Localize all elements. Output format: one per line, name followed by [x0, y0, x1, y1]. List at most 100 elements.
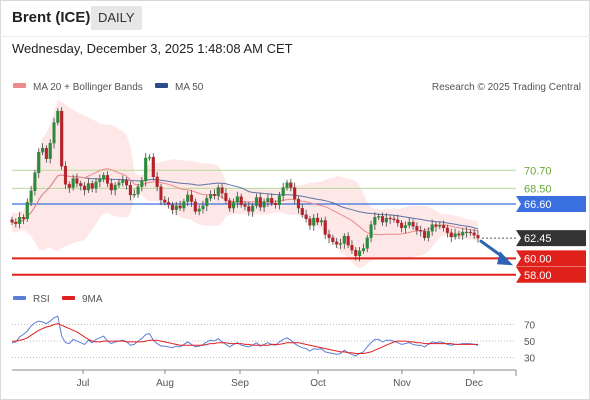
candle-body: [396, 219, 400, 224]
ma50-legend-swatch: [155, 83, 168, 88]
candle-body: [274, 203, 278, 205]
candle-body: [354, 249, 358, 257]
ma50-legend-label: MA 50: [175, 82, 204, 93]
candle-body: [90, 183, 94, 189]
ma20-legend-swatch: [13, 83, 26, 88]
level-tag-68.50: 68.50: [524, 183, 552, 195]
candle-body: [228, 200, 232, 209]
candle-body: [239, 196, 243, 205]
ma9-legend-swatch: [62, 296, 75, 300]
rsi-ma-line: [12, 323, 478, 354]
level-tag-66.60: 66.60: [524, 199, 552, 211]
candle-body: [407, 221, 411, 226]
price-level-tags: 70.70 68.50 66.60 62.45 60.00 58.00: [516, 165, 586, 283]
ma9-legend-label: 9MA: [82, 294, 103, 305]
candle-body: [461, 231, 465, 236]
candle-body: [41, 147, 45, 153]
rsi-legend: RSI 9MA: [13, 294, 103, 305]
candle-body: [25, 202, 29, 219]
candle-body: [369, 224, 373, 238]
candle-body: [285, 182, 289, 188]
candle-body: [182, 201, 186, 209]
candle-body: [350, 245, 354, 251]
x-tick-label-Sep: Sep: [231, 378, 249, 389]
candle-body: [14, 221, 18, 224]
candle-body: [308, 218, 312, 226]
candle-body: [293, 187, 297, 200]
candle-body: [86, 183, 90, 191]
header-divider: [0, 36, 590, 37]
candle-body: [56, 110, 60, 123]
candle-body: [178, 205, 182, 209]
candle-body: [266, 198, 270, 202]
candle-body: [453, 233, 457, 238]
x-tick-label-Jul: Jul: [77, 378, 90, 389]
arrow-head: [497, 251, 513, 266]
rsi-legend-label: RSI: [33, 294, 50, 305]
x-tick-label-Nov: Nov: [393, 378, 411, 389]
candle-body: [33, 172, 37, 192]
candle-body: [323, 220, 327, 235]
candle-body: [419, 230, 423, 232]
candle-body: [235, 196, 239, 203]
candle-body: [48, 142, 52, 159]
candle-body: [136, 186, 140, 195]
candle-body: [430, 224, 434, 232]
candle-body: [52, 122, 56, 144]
report-datetime: Wednesday, December 3, 2025 1:48:08 AM C…: [12, 41, 293, 56]
candle-body: [205, 198, 209, 206]
candle-body: [79, 183, 83, 187]
candle-body: [361, 248, 365, 252]
rsi-panel: 70 50 30: [11, 315, 536, 365]
candle-body: [258, 197, 262, 208]
credit-text: Research © 2025 Trading Central: [432, 82, 581, 93]
bollinger-bands: [12, 99, 478, 268]
candle-body: [365, 237, 369, 249]
candle-body: [346, 235, 350, 246]
candle-body: [170, 204, 174, 210]
candle-body: [445, 227, 449, 233]
candle-body: [338, 243, 343, 245]
candle-body: [224, 193, 228, 201]
candle-body: [335, 241, 339, 245]
candle-body: [167, 202, 171, 205]
ma50-line: [11, 174, 479, 230]
candle-body: [60, 110, 64, 167]
level-tag-58.00: 58.00: [524, 270, 552, 282]
candle-body: [468, 231, 472, 234]
candle-body: [377, 216, 381, 218]
candle-body: [231, 202, 236, 209]
price-legend: MA 20 + Bollinger Bands MA 50 Research ©…: [13, 82, 581, 93]
bollinger-band-fill: [12, 99, 478, 268]
x-axis: Jul Aug Sep Oct Nov Dec: [12, 369, 517, 389]
candle-body: [102, 175, 106, 180]
candle-body: [163, 199, 167, 203]
candle-body: [422, 231, 427, 238]
candle-body: [251, 205, 255, 212]
ma20-legend-label: MA 20 + Bollinger Bands: [33, 82, 143, 93]
level-tag-62.45: 62.45: [524, 233, 552, 245]
candle-body: [457, 233, 461, 236]
candle-body: [193, 201, 197, 212]
rsi-legend-swatch: [13, 296, 26, 300]
candle-body: [121, 180, 125, 183]
candle-body: [434, 224, 438, 227]
rsi-tick-30: 30: [524, 354, 536, 365]
rsi-tick-70: 70: [524, 320, 536, 331]
candle-body: [113, 184, 117, 191]
x-tick-label-Dec: Dec: [465, 378, 483, 389]
timeframe-badge[interactable]: DAILY: [91, 6, 142, 30]
candle-body: [312, 217, 316, 226]
candle-body: [44, 147, 48, 159]
rsi-tick-50: 50: [524, 337, 536, 348]
candle-body: [296, 198, 301, 209]
candle-body: [220, 187, 224, 194]
candle-body: [289, 182, 293, 188]
candle-body: [316, 217, 320, 223]
candle-body: [209, 193, 213, 199]
candle-body: [151, 156, 155, 178]
candle-body: [415, 226, 419, 231]
candle-body: [342, 235, 346, 244]
candle-body: [98, 179, 102, 182]
candle-body: [63, 166, 68, 185]
